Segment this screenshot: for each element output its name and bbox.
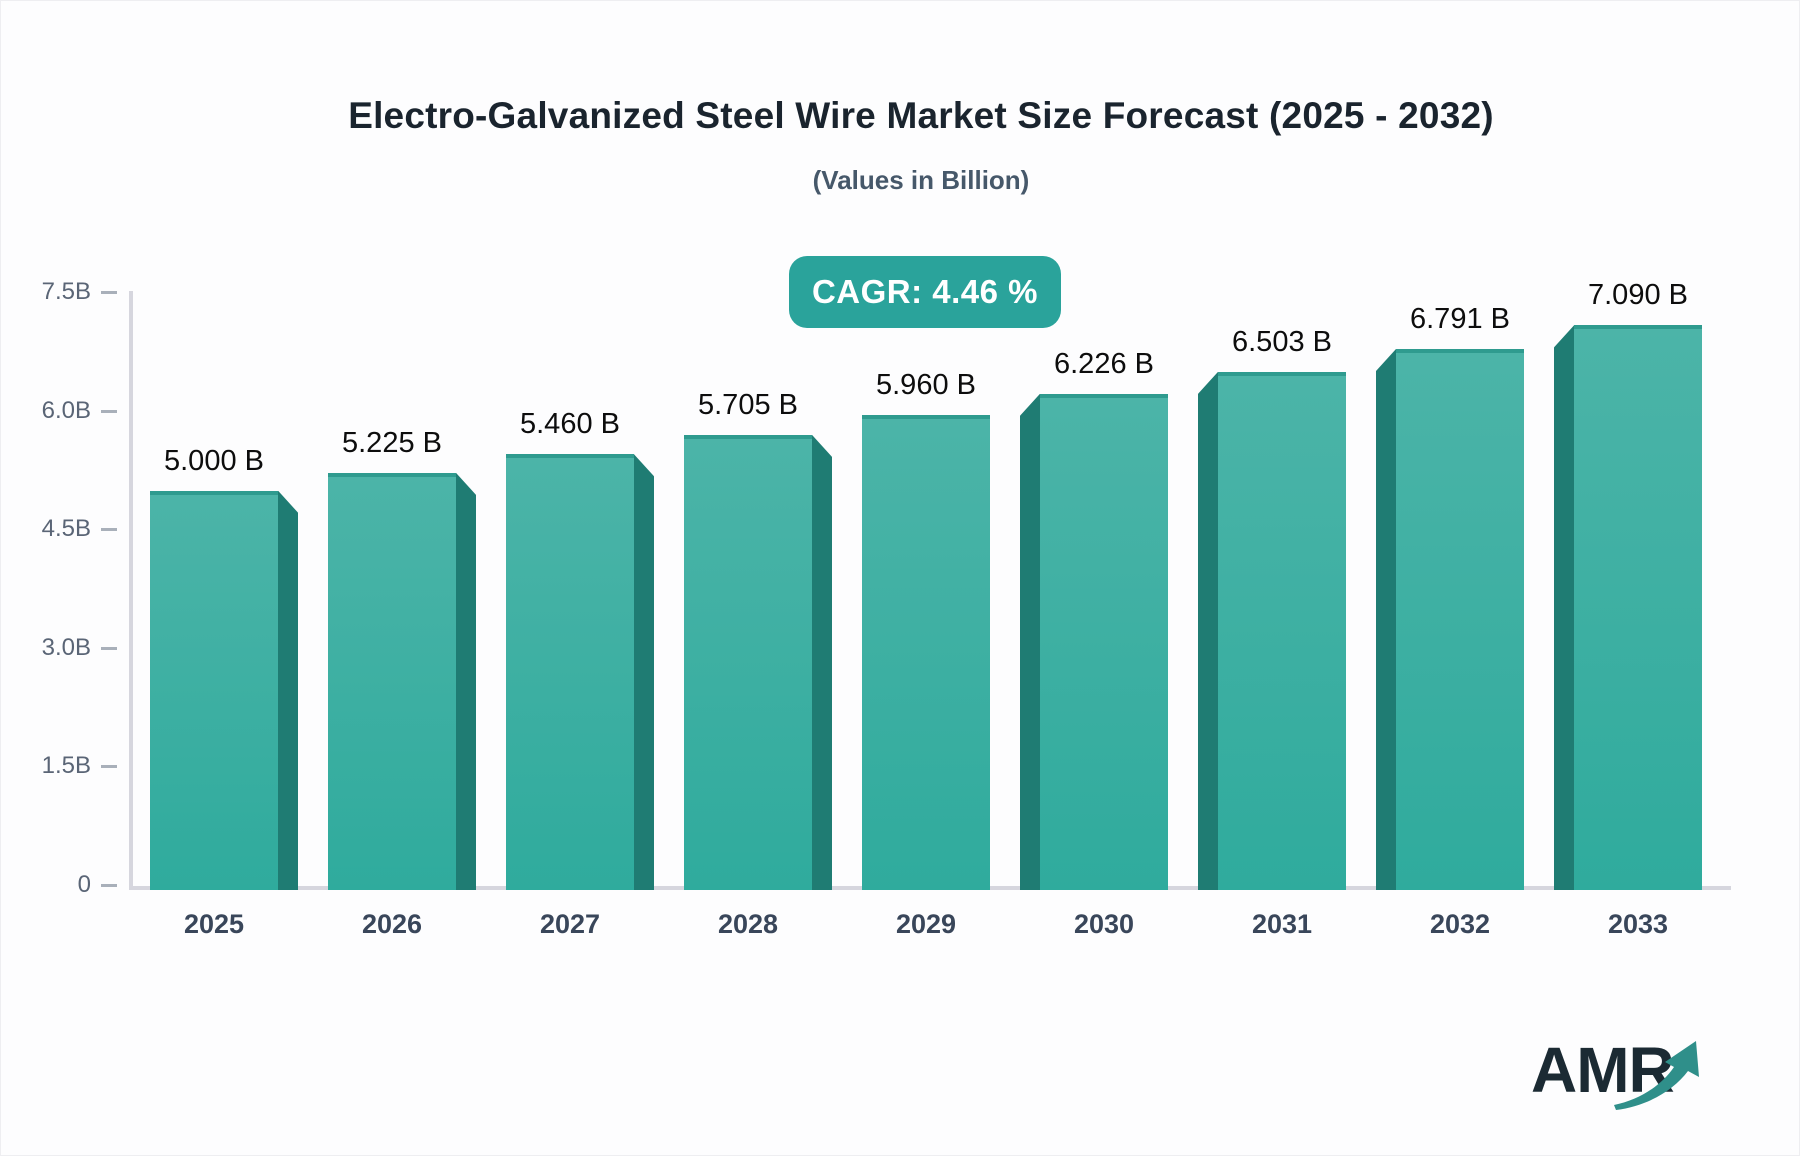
x-axis-tick-label: 2033 [1607, 909, 1669, 939]
bar-side-face [1020, 393, 1040, 890]
bar [328, 472, 456, 890]
x-axis-tick-label: 2032 [1429, 909, 1491, 939]
bar [1574, 325, 1702, 890]
bar [150, 490, 278, 890]
bar-value-label: 6.226 B [1054, 347, 1154, 380]
bar [684, 434, 812, 890]
x-axis-tick-label: 2028 [717, 909, 779, 939]
x-axis-tick-label: 2026 [361, 909, 423, 939]
bar-side-face [456, 472, 476, 890]
y-axis-tick-mark [101, 291, 117, 294]
bar-value-label: 5.000 B [164, 444, 264, 477]
x-axis-tick-label: 2029 [895, 909, 957, 939]
bar [506, 454, 634, 890]
bar-value-label: 6.791 B [1410, 303, 1510, 336]
bar-value-label: 5.960 B [876, 368, 976, 401]
chart-title: Electro-Galvanized Steel Wire Market Siz… [348, 95, 1494, 136]
bar-top-edge [150, 490, 278, 495]
bar-top-edge [328, 472, 456, 477]
bar-value-label: 6.503 B [1232, 325, 1332, 358]
bar-top-edge [1396, 349, 1524, 354]
x-axis-tick-label: 2025 [183, 909, 245, 939]
y-axis-tick-mark [101, 765, 117, 769]
bar-value-label: 5.460 B [520, 408, 620, 441]
y-axis-tick-label: 4.5B [41, 515, 91, 543]
bar-top-edge [506, 454, 634, 459]
y-axis-tick-label: 3.0B [41, 633, 91, 661]
y-axis-tick-label: 7.5B [41, 278, 91, 305]
bar-side-face [1554, 325, 1574, 890]
y-axis-tick-mark [101, 646, 117, 650]
amr-logo: AMR [1531, 1033, 1721, 1123]
bar-top-edge [1218, 371, 1346, 376]
bar-value-label: 5.225 B [342, 426, 442, 459]
bar-side-face [1376, 349, 1396, 890]
y-axis-tick-mark [101, 409, 117, 413]
y-axis-tick-mark [101, 884, 117, 887]
growth-arrow-icon [1614, 1041, 1699, 1110]
bar-side-face [812, 434, 832, 890]
bar-top-edge [1574, 325, 1702, 330]
y-axis-tick-label: 0 [77, 871, 91, 898]
bar-side-face [278, 490, 298, 890]
bar-top-edge [862, 414, 990, 419]
y-axis-tick-label: 1.5B [41, 752, 91, 780]
bar-side-face [1198, 371, 1218, 890]
cagr-badge: CAGR: 4.46 % [789, 256, 1061, 328]
bar-value-label: 5.705 B [698, 388, 798, 421]
bar-top-edge [1040, 393, 1168, 398]
bar-value-label: 7.090 B [1588, 279, 1688, 312]
bar-top-edge [684, 434, 812, 439]
y-axis-tick-mark [101, 528, 117, 532]
x-axis-tick-label: 2027 [539, 909, 601, 939]
x-axis-tick-label: 2030 [1073, 909, 1135, 939]
bar [1396, 349, 1524, 890]
bar [1040, 393, 1168, 890]
bar [1218, 371, 1346, 890]
chart-subtitle: (Values in Billion) [812, 165, 1030, 195]
x-axis-tick-label: 2031 [1251, 909, 1313, 939]
y-axis-line [129, 291, 133, 890]
bar-side-face [634, 454, 654, 890]
bar [862, 414, 990, 890]
y-axis-tick-label: 6.0B [41, 396, 91, 424]
